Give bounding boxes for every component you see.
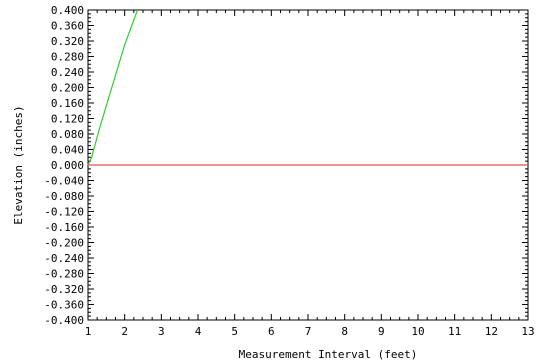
x-tick-label: 13	[521, 325, 534, 338]
y-tick-label: 0.400	[51, 4, 84, 17]
x-tick-label: 12	[485, 325, 498, 338]
x-tick-label: 8	[341, 325, 348, 338]
y-tick-label: 0.320	[51, 35, 84, 48]
y-tick-label: -0.080	[44, 190, 84, 203]
x-tick-label: 1	[85, 325, 92, 338]
y-tick-label: -0.360	[44, 299, 84, 312]
x-axis-title: Measurement Interval (feet)	[239, 348, 418, 361]
y-tick-label: 0.200	[51, 82, 84, 95]
series-line-1	[87, 9, 139, 166]
y-tick-label: -0.400	[44, 314, 84, 327]
y-tick-label: 0.000	[51, 159, 84, 172]
y-tick-label: 0.080	[51, 128, 84, 141]
y-tick-label: 0.040	[51, 144, 84, 157]
y-tick-label: -0.120	[44, 206, 84, 219]
y-tick-label: -0.280	[44, 268, 84, 281]
series	[87, 9, 528, 166]
y-tick-label: -0.160	[44, 221, 84, 234]
y-tick-label: 0.240	[51, 66, 84, 79]
y-tick-label: -0.040	[44, 175, 84, 188]
x-tick-label: 4	[195, 325, 202, 338]
ticks	[87, 9, 529, 321]
x-tick-label: 5	[231, 325, 238, 338]
y-axis-title: Elevation (inches)	[12, 105, 25, 224]
y-tick-label: -0.200	[44, 237, 84, 250]
y-tick-label: 0.120	[51, 113, 84, 126]
x-tick-label: 6	[268, 325, 275, 338]
y-tick-label: 0.280	[51, 51, 84, 64]
y-tick-label: 0.160	[51, 97, 84, 110]
y-tick-label: -0.240	[44, 252, 84, 265]
y-tick-label: -0.320	[44, 283, 84, 296]
x-tick-label: 11	[448, 325, 461, 338]
x-tick-label: 2	[121, 325, 128, 338]
x-tick-label: 10	[411, 325, 424, 338]
x-tick-label: 3	[158, 325, 165, 338]
tick-labels: 0.400 0.360 0.320 0.280 0.240 0.200 0.160 0.120…	[44, 4, 534, 338]
x-tick-label: 9	[378, 325, 385, 338]
x-tick-label: 7	[305, 325, 312, 338]
y-tick-label: 0.360	[51, 20, 84, 33]
